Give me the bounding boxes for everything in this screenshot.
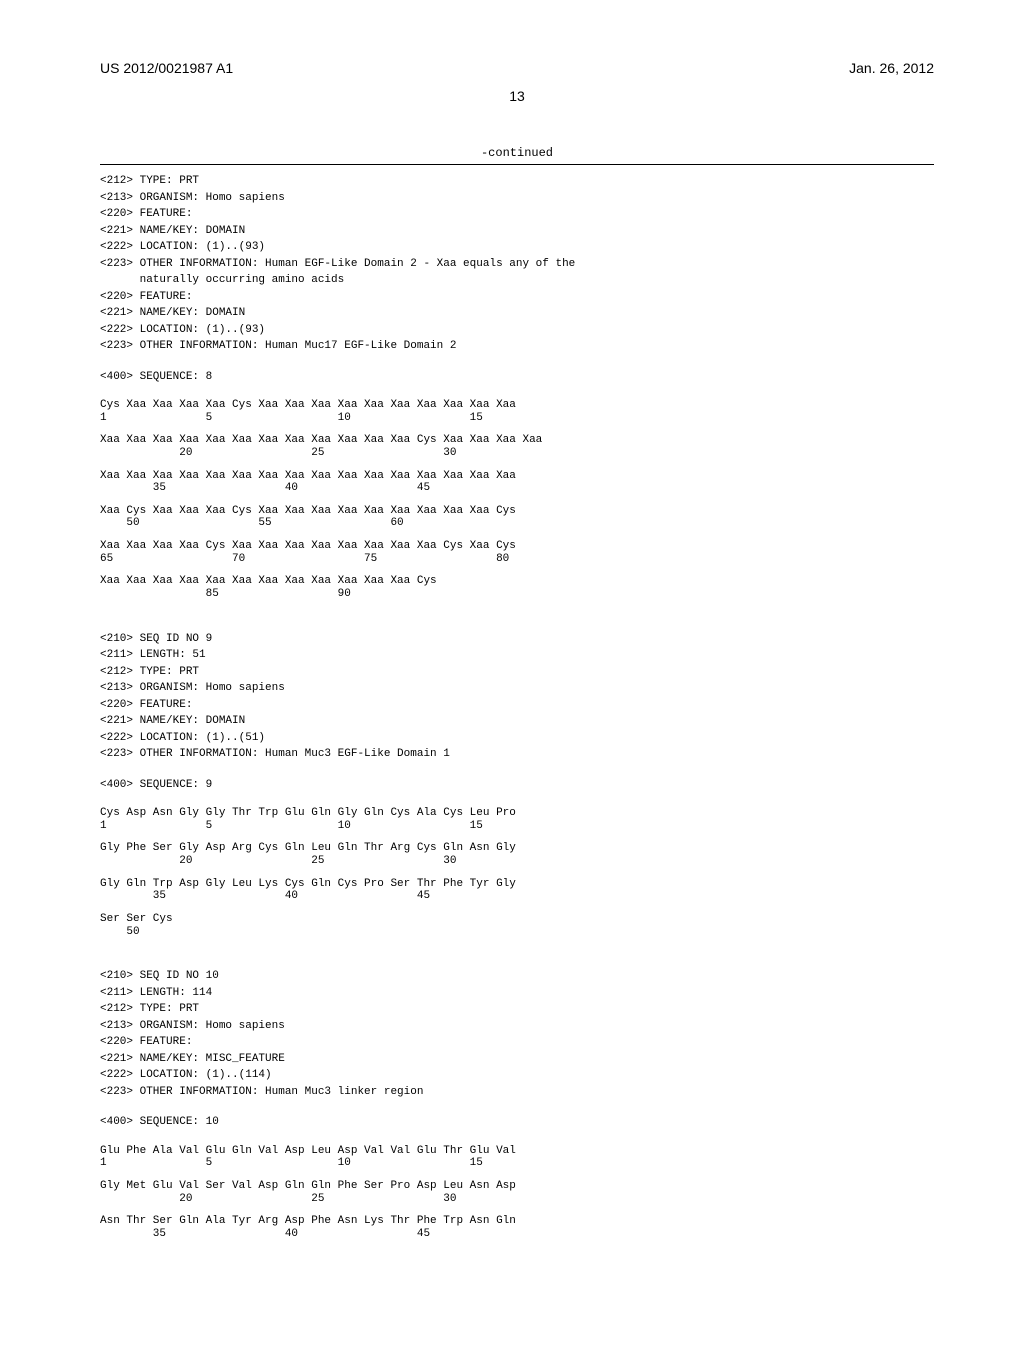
section-rule: [100, 164, 934, 165]
sequence-row: Glu Phe Ala Val Glu Gln Val Asp Leu Asp …: [100, 1145, 934, 1170]
sequence-header: <210> SEQ ID NO 9 <211> LENGTH: 51 <212>…: [100, 631, 934, 763]
sequence-row: Gly Met Glu Val Ser Val Asp Gln Gln Phe …: [100, 1180, 934, 1205]
sequence-row: Xaa Xaa Xaa Xaa Xaa Xaa Xaa Xaa Xaa Xaa …: [100, 434, 934, 459]
sequence-section: <212> TYPE: PRT <213> ORGANISM: Homo sap…: [100, 173, 934, 601]
sequence-row: Xaa Xaa Xaa Xaa Xaa Xaa Xaa Xaa Xaa Xaa …: [100, 575, 934, 600]
continued-label: -continued: [100, 146, 934, 160]
sequence-row: Xaa Xaa Xaa Xaa Cys Xaa Xaa Xaa Xaa Xaa …: [100, 540, 934, 565]
sequence-label: <400> SEQUENCE: 9: [100, 777, 934, 794]
page-container: US 2012/0021987 A1 Jan. 26, 2012 13 -con…: [0, 0, 1024, 1351]
sequence-row: Gly Phe Ser Gly Asp Arg Cys Gln Leu Gln …: [100, 842, 934, 867]
sequences-container: <212> TYPE: PRT <213> ORGANISM: Homo sap…: [100, 173, 934, 1241]
sequence-row: Xaa Cys Xaa Xaa Xaa Cys Xaa Xaa Xaa Xaa …: [100, 505, 934, 530]
page-number: 13: [100, 88, 934, 104]
publication-number: US 2012/0021987 A1: [100, 60, 233, 76]
page-header: US 2012/0021987 A1 Jan. 26, 2012: [100, 60, 934, 76]
sequence-header: <212> TYPE: PRT <213> ORGANISM: Homo sap…: [100, 173, 934, 355]
sequence-section: <210> SEQ ID NO 9 <211> LENGTH: 51 <212>…: [100, 631, 934, 939]
sequence-row: Gly Gln Trp Asp Gly Leu Lys Cys Gln Cys …: [100, 878, 934, 903]
sequence-row: Ser Ser Cys 50: [100, 913, 934, 938]
sequence-row: Cys Xaa Xaa Xaa Xaa Cys Xaa Xaa Xaa Xaa …: [100, 399, 934, 424]
sequence-header: <210> SEQ ID NO 10 <211> LENGTH: 114 <21…: [100, 968, 934, 1100]
sequence-label: <400> SEQUENCE: 8: [100, 369, 934, 386]
sequence-row: Asn Thr Ser Gln Ala Tyr Arg Asp Phe Asn …: [100, 1215, 934, 1240]
sequence-row: Xaa Xaa Xaa Xaa Xaa Xaa Xaa Xaa Xaa Xaa …: [100, 470, 934, 495]
sequence-row: Cys Asp Asn Gly Gly Thr Trp Glu Gln Gly …: [100, 807, 934, 832]
publication-date: Jan. 26, 2012: [849, 60, 934, 76]
sequence-label: <400> SEQUENCE: 10: [100, 1114, 934, 1131]
sequence-section: <210> SEQ ID NO 10 <211> LENGTH: 114 <21…: [100, 968, 934, 1240]
